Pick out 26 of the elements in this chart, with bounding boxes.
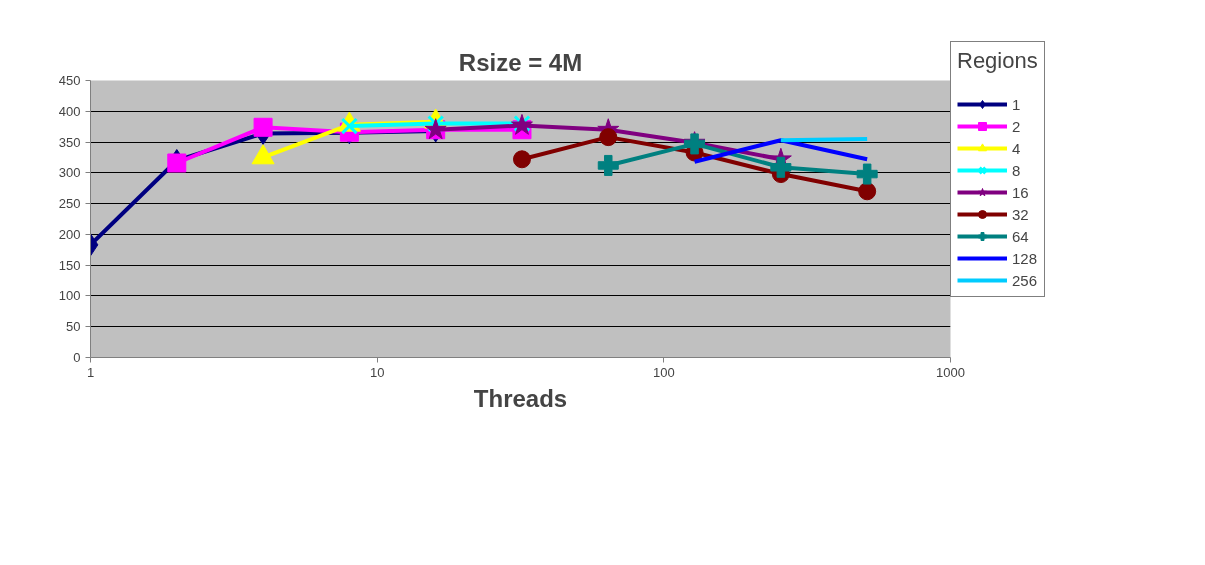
x-tick-label: 100 (652, 364, 675, 380)
y-tick-label: 300 (58, 165, 81, 181)
y-tick-label: 250 (58, 196, 81, 212)
x-tick-label: 1000 (936, 364, 965, 380)
legend-label: 32 (1012, 205, 1030, 223)
y-tick-label: 400 (58, 103, 81, 119)
legend-label: 1 (1012, 95, 1022, 113)
x-axis-title: Threads (473, 384, 568, 412)
x-tick-label: 1 (86, 364, 95, 380)
legend-label: 2 (1012, 117, 1022, 135)
y-tick-label: 150 (58, 257, 81, 273)
legend-label: 8 (1012, 161, 1022, 179)
y-tick-label: 100 (58, 288, 81, 304)
legend-label: 64 (1012, 227, 1030, 245)
chart-title: Rsize = 4M (458, 48, 583, 76)
y-tick-label: 450 (58, 73, 81, 88)
y-tick-label: 200 (58, 226, 81, 242)
legend-label: 16 (1012, 183, 1030, 201)
legend-label: 4 (1012, 139, 1022, 157)
x-tick-label: 10 (369, 364, 385, 380)
y-tick-label: 50 (66, 319, 81, 335)
legend-label: 128 (1012, 249, 1038, 267)
legend-label: 256 (1012, 271, 1038, 289)
y-tick-label: 0 (73, 350, 81, 365)
y-tick-label: 350 (58, 134, 81, 150)
legend-title: Regions (957, 48, 1038, 74)
